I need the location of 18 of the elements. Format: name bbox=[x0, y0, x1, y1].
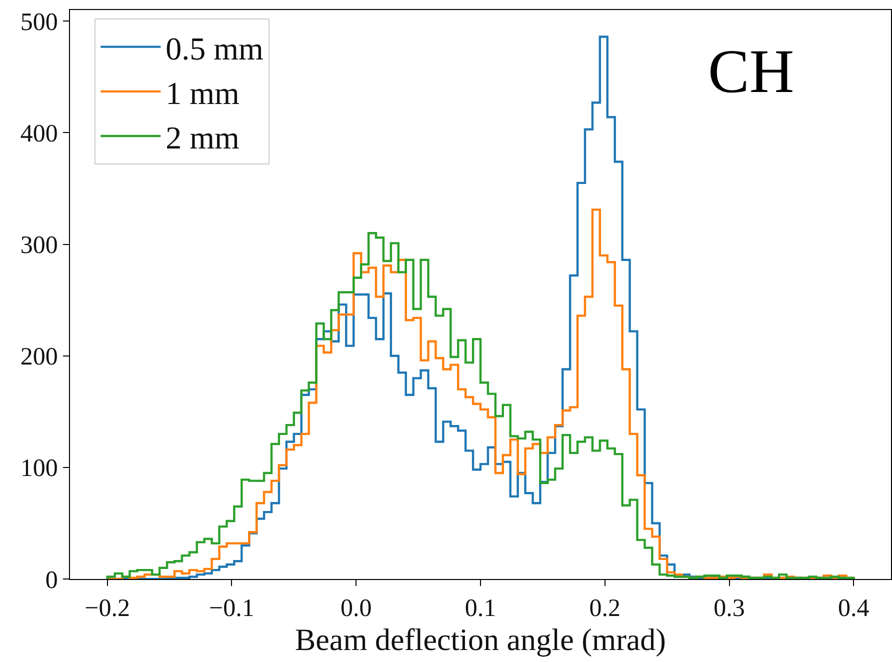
y-tick-label: 400 bbox=[20, 120, 58, 148]
annotation: CH bbox=[708, 38, 794, 106]
y-tick-label: 0 bbox=[45, 566, 58, 594]
x-tick-label: 0.4 bbox=[838, 595, 870, 622]
x-tick-label: −0.2 bbox=[84, 595, 130, 622]
x-tick-label: 0.2 bbox=[589, 595, 621, 622]
x-axis-title: Beam deflection angle (mrad) bbox=[295, 622, 666, 658]
x-tick-label: −0.1 bbox=[209, 595, 254, 622]
legend-label: 1 mm bbox=[166, 74, 240, 111]
legend-label: 0.5 mm bbox=[166, 30, 264, 66]
legend-label: 2 mm bbox=[166, 120, 240, 156]
x-tick-label: 0.0 bbox=[340, 595, 372, 622]
y-tick-label: 500 bbox=[20, 8, 58, 36]
y-tick-label: 300 bbox=[20, 232, 58, 260]
x-tick-label: 0.1 bbox=[464, 595, 496, 622]
x-tick-label: 0.3 bbox=[714, 595, 745, 622]
y-tick-label: 100 bbox=[20, 455, 58, 482]
y-tick-label: 200 bbox=[20, 344, 58, 371]
